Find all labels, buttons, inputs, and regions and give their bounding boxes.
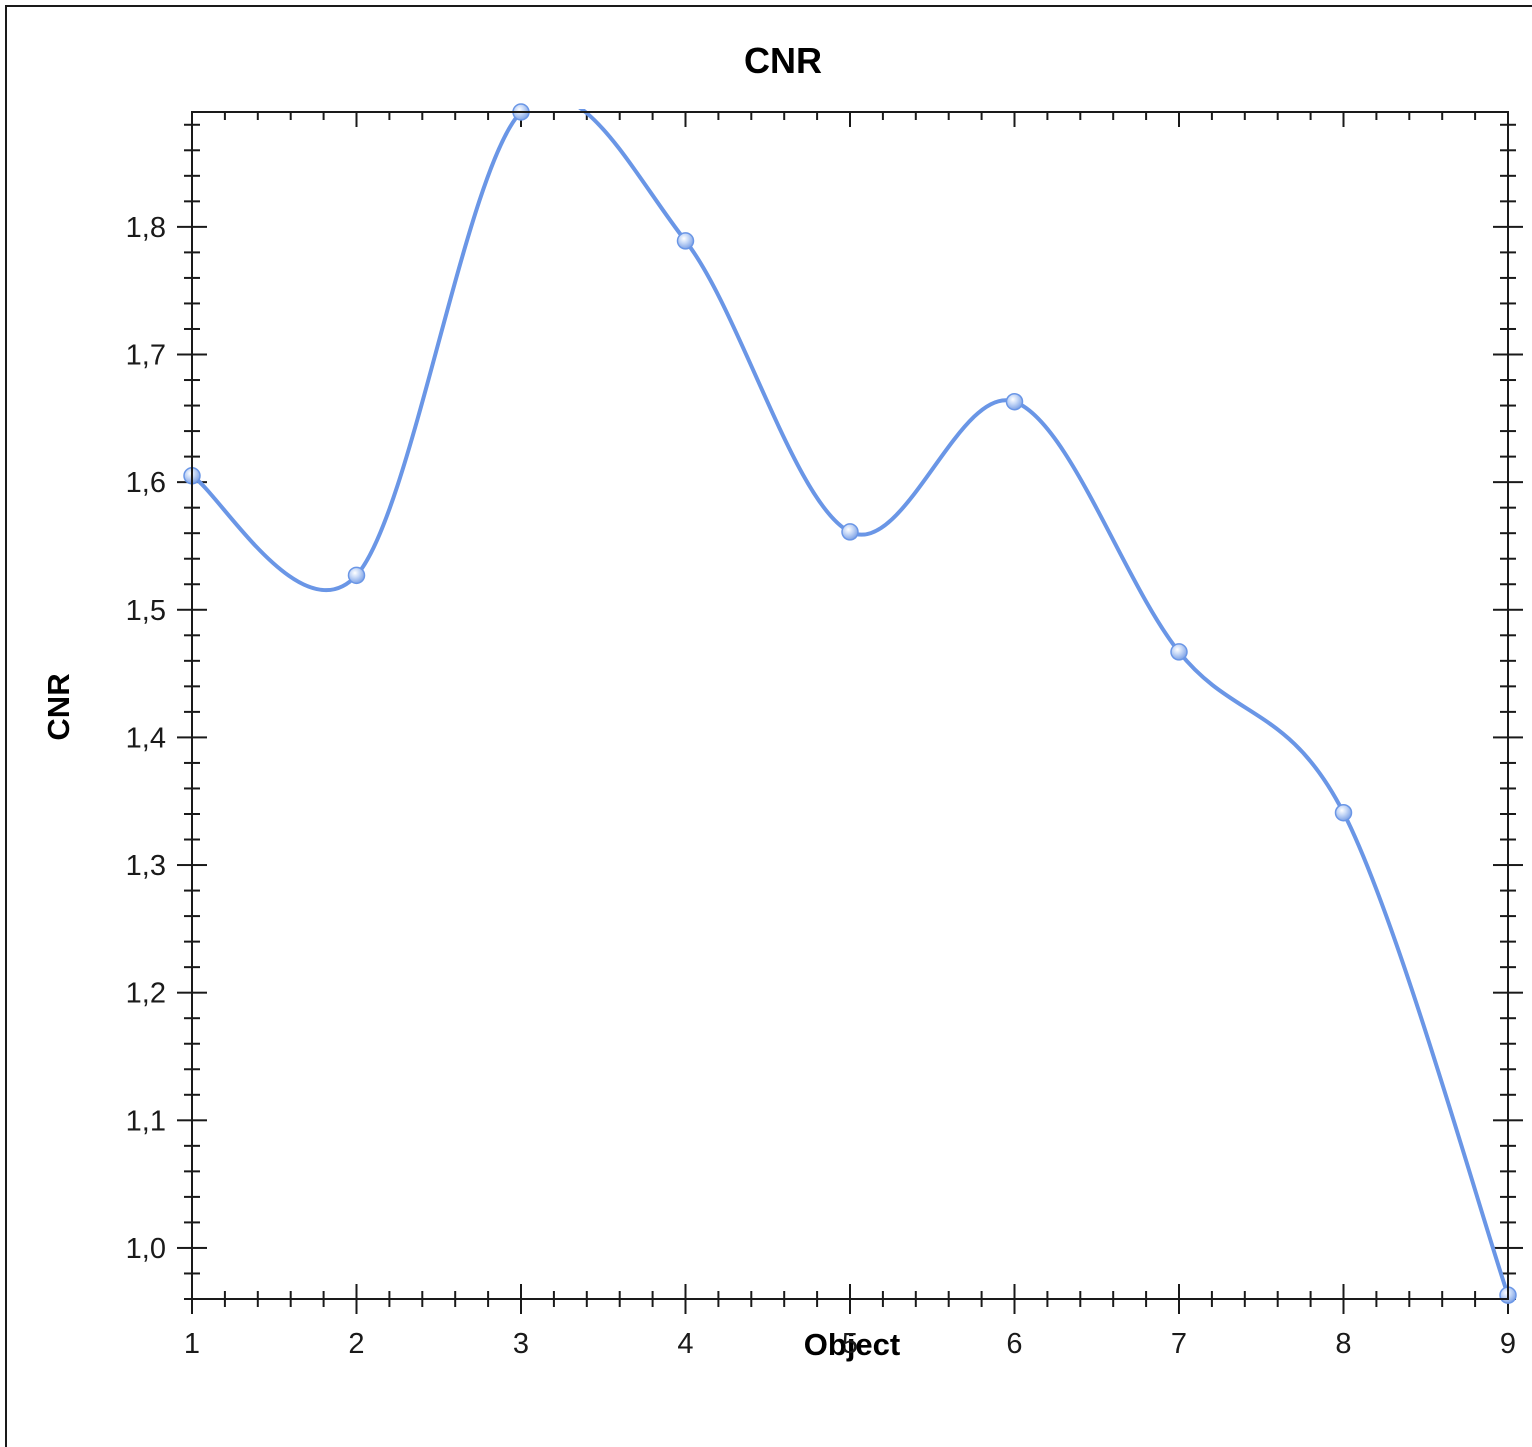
axis-ticks (177, 112, 1523, 1314)
x-tick-label: 1 (184, 1328, 200, 1360)
y-axis-title: CNR (41, 673, 76, 740)
series-line (190, 109, 1509, 1298)
tick-labels: 1 2 3 4 5 6 7 8 9 1,0 1,1 1,2 1,3 1,4 1,5 1,6 1,7 1,8 (126, 212, 1516, 1360)
data-point (1170, 643, 1188, 661)
x-tick-label: 9 (1500, 1328, 1516, 1360)
data-point (841, 523, 859, 541)
x-tick-label: 6 (1006, 1328, 1022, 1360)
data-point (1334, 803, 1353, 822)
series-layer (190, 109, 1509, 1298)
x-tick-label: 2 (348, 1328, 364, 1360)
data-point (676, 232, 695, 250)
chart: CNR CNR Object 1 2 3 4 5 6 7 8 91,01,11,21,31,41… (41, 40, 1523, 1362)
y-tick-label: 1,1 (126, 1105, 166, 1137)
x-axis-title: Object (804, 1327, 900, 1362)
y-tick-label: 1,6 (126, 467, 166, 499)
y-tick-label: 1,2 (126, 978, 166, 1010)
x-tick-label: 7 (1171, 1328, 1187, 1360)
x-tick-label: 5 (842, 1328, 858, 1360)
y-tick-label: 1,0 (126, 1233, 166, 1265)
y-tick-label: 1,5 (126, 595, 166, 627)
y-tick-label: 1,3 (126, 850, 166, 882)
y-tick-label: 1,4 (126, 722, 166, 754)
plot-area-border (191, 111, 1509, 1300)
data-point (1005, 392, 1024, 411)
y-tick-label: 1,8 (126, 212, 166, 244)
markers-layer (183, 103, 1517, 1304)
x-tick-label: 3 (513, 1328, 529, 1360)
chart-frame: CNR CNR Object 1 2 3 4 5 6 7 8 9 1,0 1,1 1,2 1,3 1,4 1… (5, 5, 1532, 1447)
x-tick-label: 8 (1335, 1328, 1351, 1360)
x-tick-label: 4 (677, 1328, 693, 1360)
y-tick-label: 1,7 (126, 340, 166, 372)
chart-title: CNR (744, 40, 822, 81)
data-point (347, 566, 366, 585)
